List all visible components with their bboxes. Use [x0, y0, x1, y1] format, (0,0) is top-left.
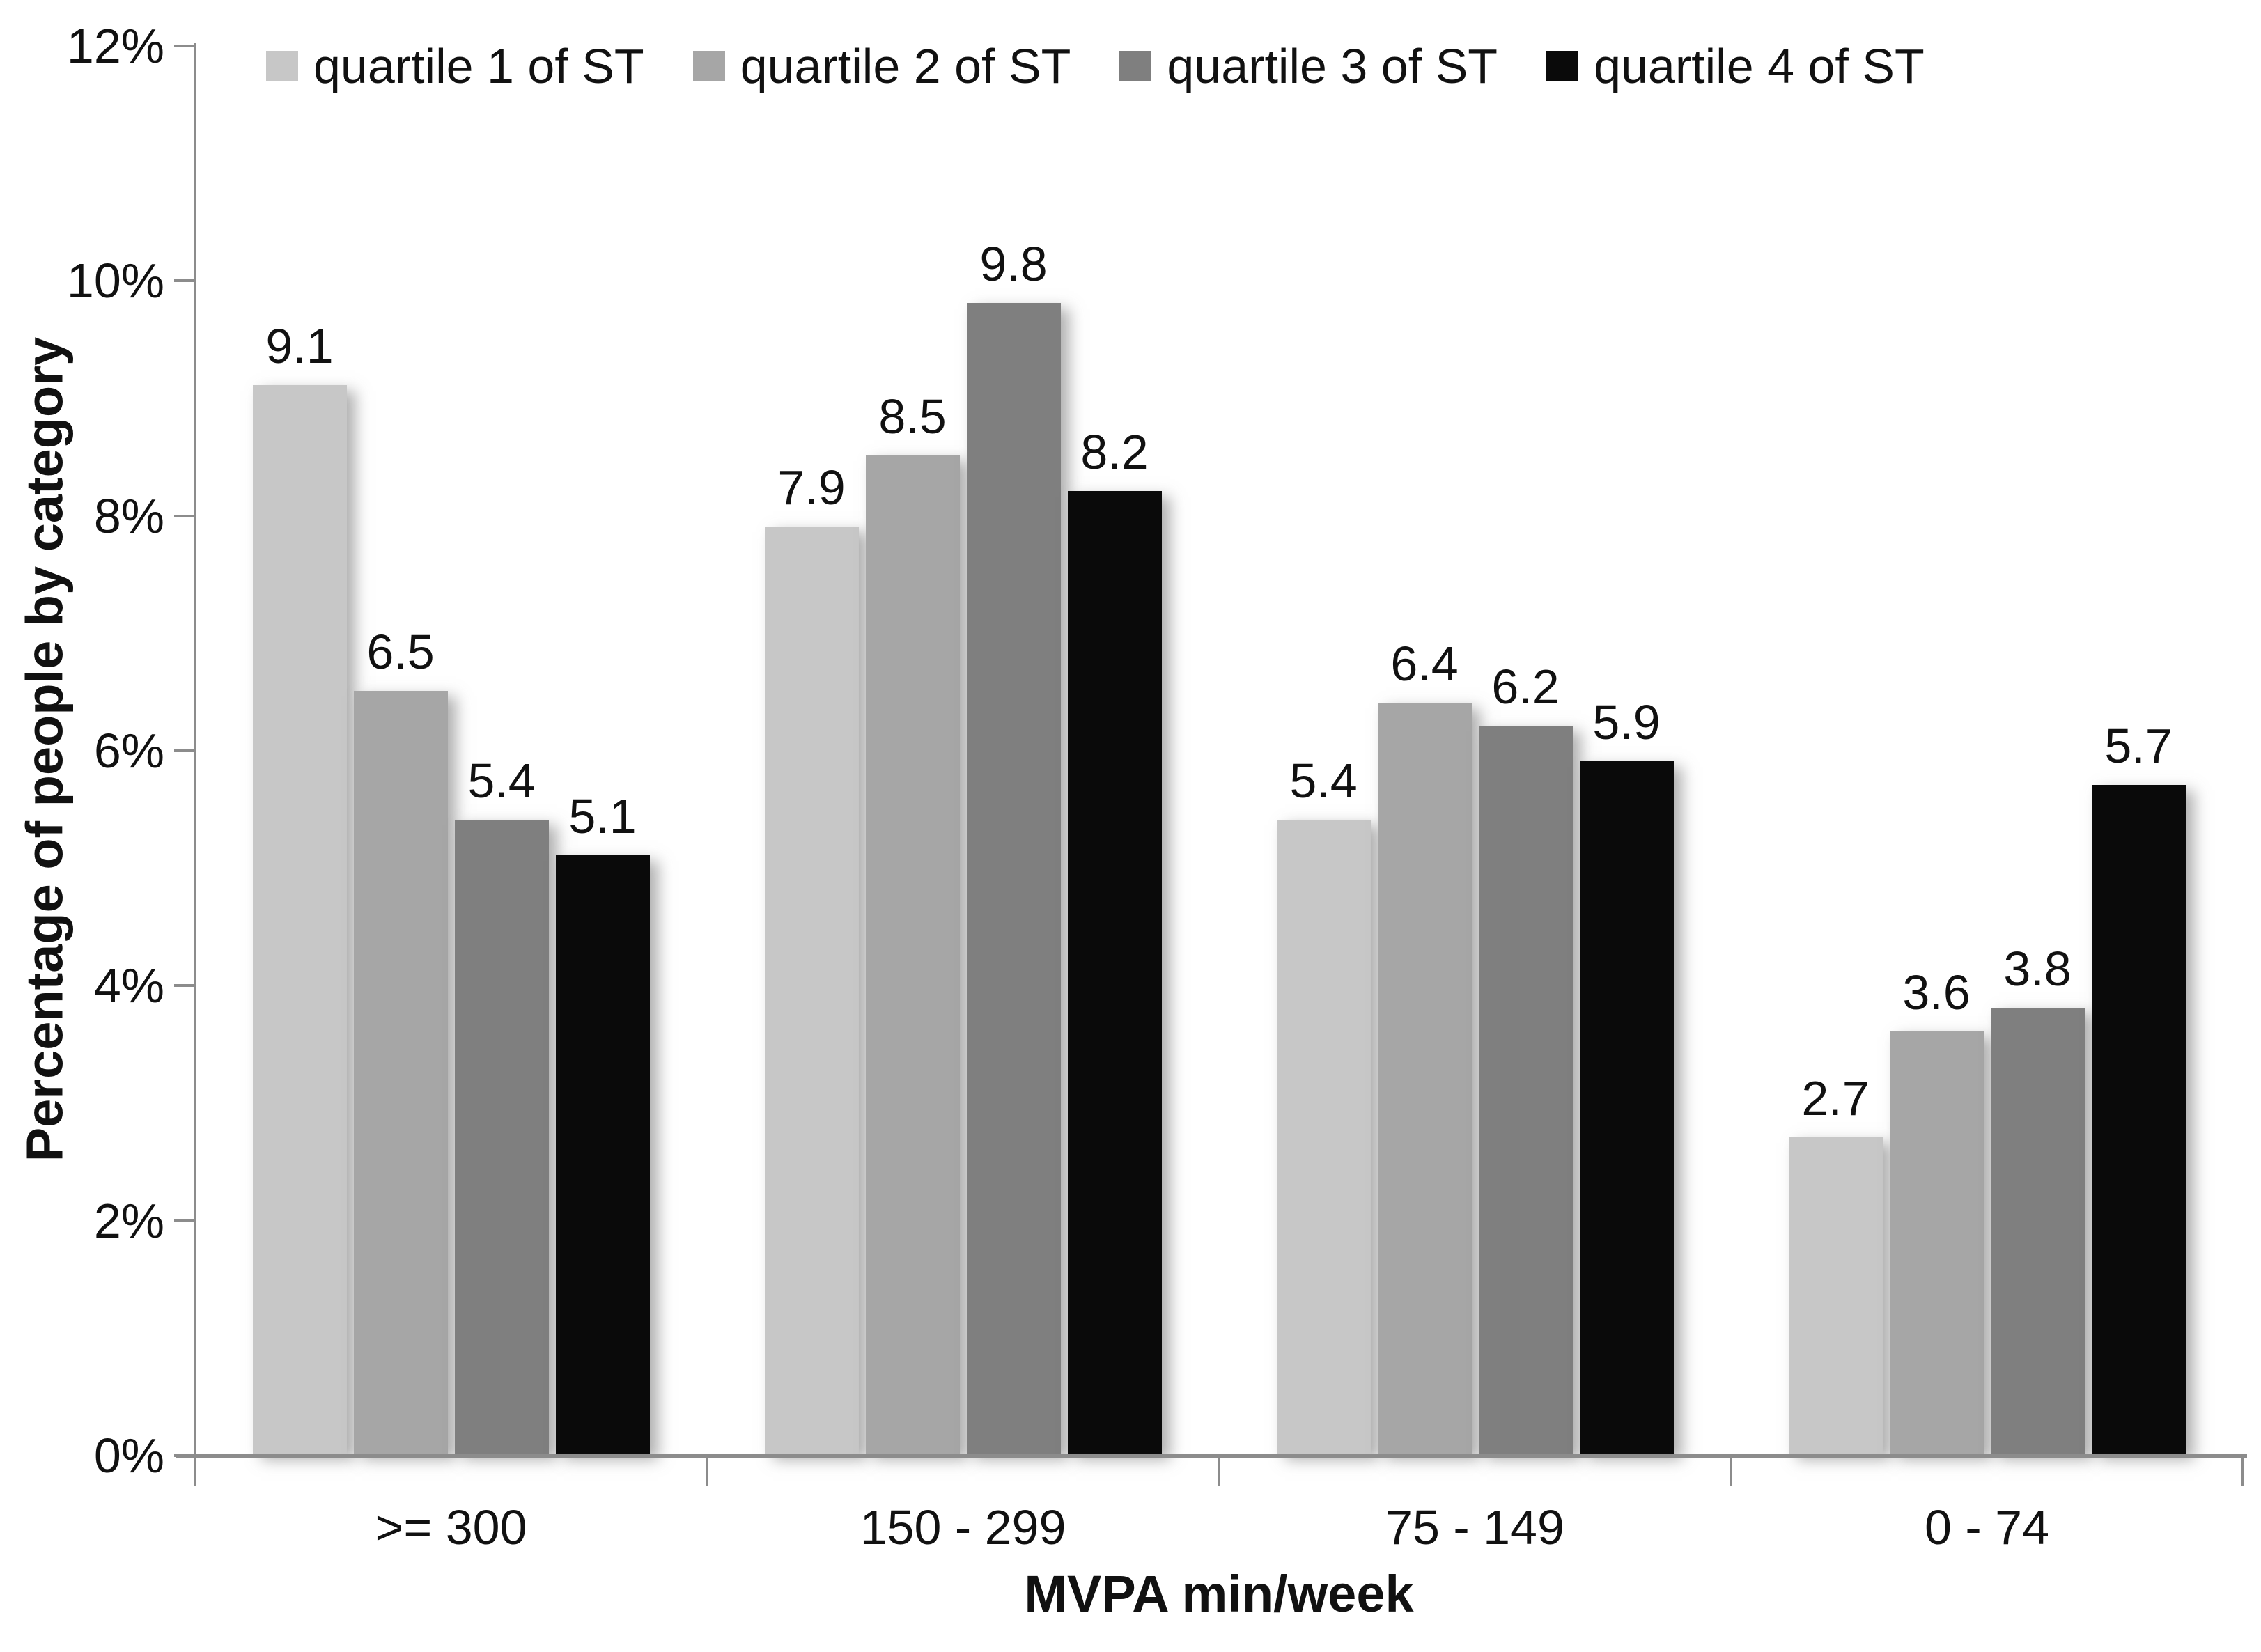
category-label: >= 300 — [375, 1500, 527, 1554]
bar-unit: 9.1 — [252, 318, 347, 1454]
y-tick-label: 12% — [66, 19, 164, 73]
bar-value-label: 5.4 — [467, 754, 536, 809]
x-tick-mark — [194, 1456, 196, 1486]
x-axis-line — [176, 1454, 2247, 1458]
y-tick-mark — [174, 749, 195, 752]
legend: quartile 1 of ST quartile 2 of ST quartile… — [266, 35, 1925, 98]
y-tick-mark — [174, 1219, 195, 1222]
bar-group: 9.1 6.5 5.4 5.1 — [195, 46, 707, 1454]
legend-swatch — [1119, 51, 1152, 81]
y-tick-mark — [174, 45, 195, 47]
bar-unit: 6.2 — [1478, 659, 1573, 1454]
bar-unit: 6.4 — [1377, 636, 1472, 1454]
y-tick-mark — [174, 279, 195, 283]
bar — [1579, 761, 1674, 1454]
bar-value-label: 8.2 — [1080, 424, 1149, 479]
legend-label: quartile 3 of ST — [1167, 39, 1498, 93]
bar — [2091, 784, 2186, 1454]
bar-unit: 3.8 — [1990, 941, 2085, 1454]
bar-value-label: 8.5 — [878, 389, 947, 444]
bar — [1990, 1008, 2085, 1454]
bar-value-label: 6.2 — [1491, 660, 1560, 715]
y-axis-line — [194, 43, 196, 1457]
bar-unit: 8.5 — [865, 389, 960, 1454]
bar-unit: 5.4 — [1276, 753, 1371, 1454]
y-tick-label: 8% — [93, 488, 164, 543]
legend-item: quartile 4 of ST — [1546, 35, 1925, 98]
bar — [865, 455, 960, 1454]
bar-unit: 5.4 — [454, 753, 549, 1454]
legend-label: quartile 2 of ST — [740, 39, 1071, 93]
bar-value-label: 5.4 — [1289, 754, 1358, 809]
legend-swatch — [266, 51, 298, 81]
category-label: 0 - 74 — [1925, 1500, 2049, 1554]
y-tick-mark — [174, 984, 195, 988]
legend-label: quartile 4 of ST — [1594, 39, 1925, 93]
y-tick-mark — [174, 514, 195, 517]
legend-item: quartile 2 of ST — [692, 35, 1071, 98]
y-tick-label: 2% — [93, 1193, 164, 1248]
bar-value-label: 5.1 — [568, 788, 637, 843]
bar-value-label: 7.9 — [777, 460, 846, 515]
bar — [1478, 726, 1573, 1454]
legend-swatch — [692, 51, 725, 81]
bar — [1276, 820, 1371, 1454]
bar-value-label: 9.1 — [265, 319, 334, 374]
bar-unit: 5.7 — [2091, 718, 2186, 1454]
bar-value-label: 2.7 — [1801, 1070, 1870, 1125]
category-label: 150 - 299 — [860, 1500, 1066, 1554]
bar-unit: 9.8 — [966, 236, 1061, 1454]
bar-group: 5.4 6.4 6.2 5.9 — [1219, 46, 1731, 1454]
bar — [353, 690, 448, 1454]
bar — [966, 303, 1061, 1454]
bar-group: 2.7 3.6 3.8 5.7 — [1731, 46, 2243, 1454]
bar-value-label: 3.8 — [2003, 942, 2072, 997]
bar-unit: 7.9 — [764, 460, 859, 1454]
bar — [252, 385, 347, 1454]
x-tick-mark — [2241, 1456, 2244, 1486]
bar-value-label: 3.6 — [1902, 965, 1971, 1020]
x-tick-mark — [1218, 1456, 1220, 1486]
bar-unit: 2.7 — [1788, 1070, 1883, 1454]
bar — [1377, 702, 1472, 1454]
x-axis-title: MVPA min/week — [1024, 1565, 1414, 1623]
bar-value-label: 6.4 — [1390, 636, 1459, 691]
legend-swatch — [1546, 51, 1579, 81]
bar — [454, 820, 549, 1454]
x-tick-mark — [706, 1456, 708, 1486]
bar-unit: 5.1 — [555, 788, 650, 1454]
y-tick-label: 10% — [66, 254, 164, 309]
y-tick-label: 0% — [93, 1428, 164, 1483]
bar — [1788, 1137, 1883, 1454]
bar-unit: 5.9 — [1579, 694, 1674, 1454]
bar-group: 7.9 8.5 9.8 8.2 — [707, 46, 1219, 1454]
bar-unit: 3.6 — [1889, 965, 1984, 1454]
x-tick-mark — [1730, 1456, 1732, 1486]
legend-item: quartile 1 of ST — [266, 35, 644, 98]
bar — [1067, 490, 1162, 1454]
bar-unit: 6.5 — [353, 624, 448, 1454]
bar-value-label: 5.9 — [1592, 694, 1661, 749]
y-tick-label: 6% — [93, 724, 164, 778]
bar — [764, 526, 859, 1454]
bar — [555, 855, 650, 1454]
bar-unit: 8.2 — [1067, 424, 1162, 1454]
bar-value-label: 9.8 — [979, 237, 1048, 292]
category-label: 75 - 149 — [1385, 1500, 1564, 1554]
y-tick-label: 4% — [93, 958, 164, 1013]
legend-item: quartile 3 of ST — [1119, 35, 1498, 98]
legend-label: quartile 1 of ST — [313, 39, 644, 93]
bar-value-label: 5.7 — [2104, 718, 2173, 773]
bar — [1889, 1031, 1984, 1454]
bar-value-label: 6.5 — [366, 624, 435, 679]
